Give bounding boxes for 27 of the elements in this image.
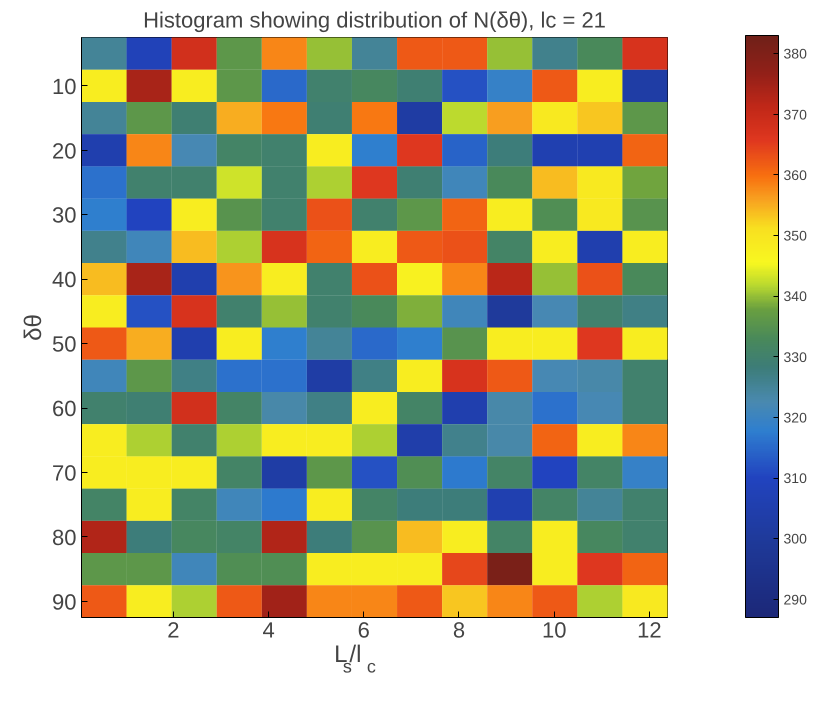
color-bar-label: 370	[784, 106, 808, 122]
x-tick-label: 12	[637, 618, 662, 642]
y-tick-label: 40	[52, 267, 77, 292]
chart-title: Histogram showing distribution of N(δθ), lc = 21	[143, 8, 606, 32]
color-bar-label: 300	[784, 530, 808, 547]
y-tick-label: 20	[52, 138, 77, 164]
color-bar-label: 330	[784, 348, 808, 365]
y-tick-label: 10	[52, 74, 77, 99]
color-bar-label: 290	[784, 591, 808, 608]
x-tick-label: 4	[262, 618, 275, 642]
y-tick-label: 30	[52, 202, 77, 228]
y-axis-title: δθ	[20, 314, 48, 341]
y-tick-label: 60	[52, 396, 77, 422]
color-bar-label: 360	[784, 166, 808, 183]
x-tick-label: 6	[358, 618, 370, 642]
x-tick-label: 8	[452, 618, 466, 642]
color-bar-label: 320	[784, 409, 808, 426]
y-tick-label: 50	[52, 332, 77, 357]
y-tick-label: 90	[52, 589, 77, 614]
y-tick-label: 70	[52, 460, 77, 486]
color-bar-label: 350	[784, 228, 808, 244]
x-tick-label: 10	[542, 618, 566, 642]
y-tick-label: 80	[52, 524, 77, 550]
color-bar-label: 310	[784, 470, 808, 486]
x-tick-label: 2	[167, 618, 180, 642]
color-bar-label: 380	[784, 46, 808, 62]
color-bar-label: 340	[784, 288, 808, 304]
